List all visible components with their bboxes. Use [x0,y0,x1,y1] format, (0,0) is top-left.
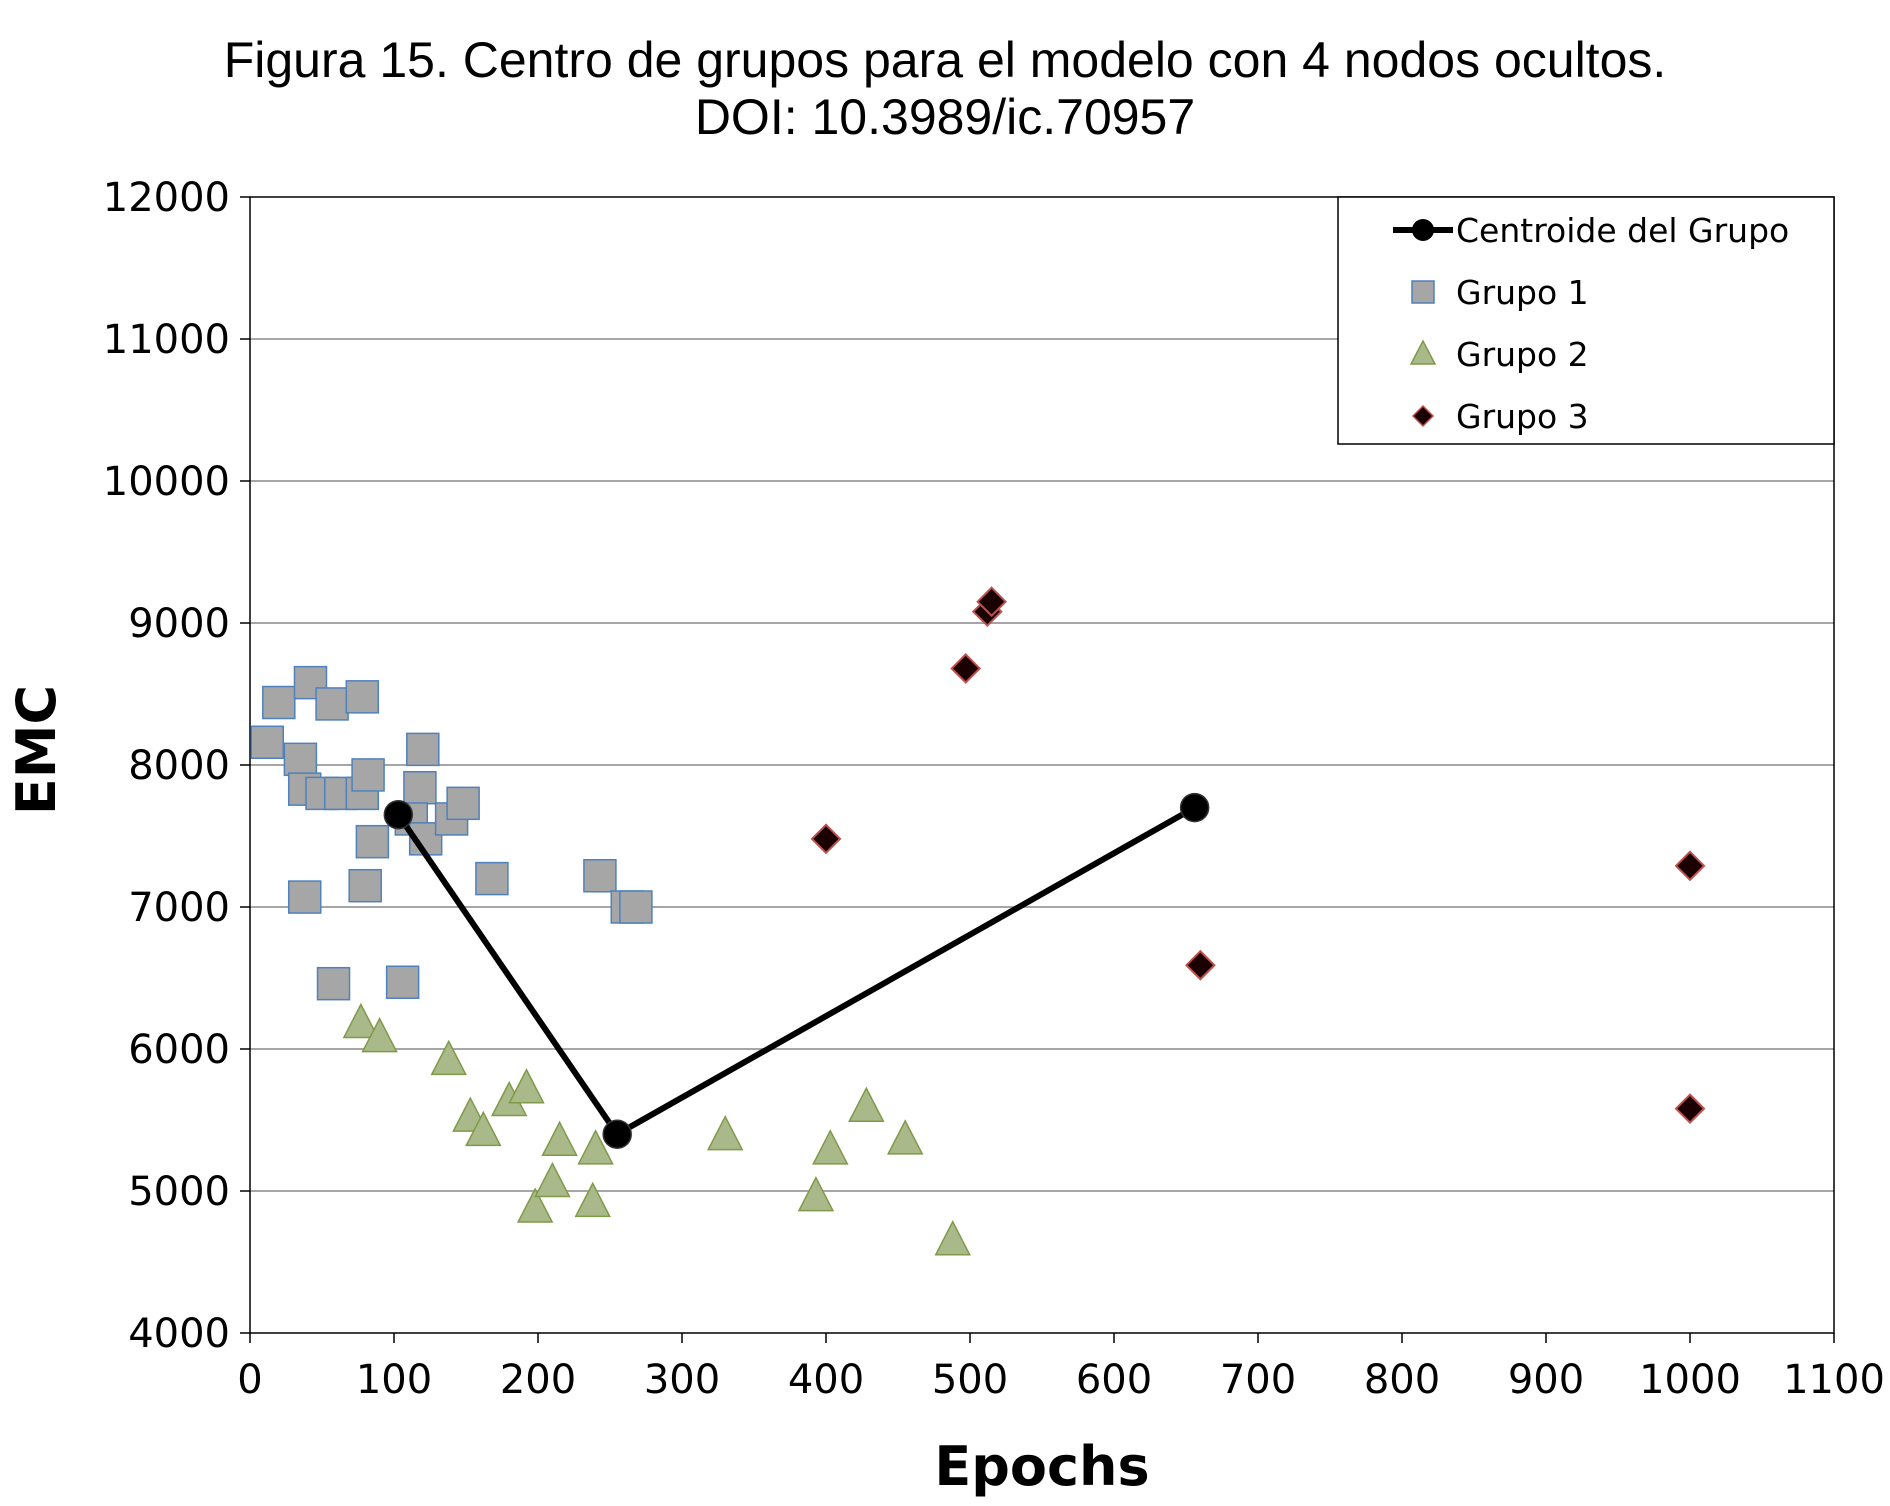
legend-marker-diamond [1411,404,1435,428]
legend-item: Centroide del Grupo [1393,211,1789,250]
centroid-point [383,799,414,830]
legend-item: Grupo 2 [1409,335,1589,374]
centroid-point [602,1119,632,1149]
legend-label: Grupo 1 [1456,273,1589,312]
y-axis-label: EMC [5,685,68,815]
data-point-square [287,880,322,914]
x-tick-label: 100 [356,1357,432,1403]
data-point-triangle [465,1110,502,1147]
data-point-square [583,859,617,893]
legend-marker-square [1411,280,1435,304]
series-0 [383,792,1210,1149]
data-point-triangle [797,1176,835,1212]
y-tick-label: 8000 [128,743,230,789]
data-point-triangle [886,1119,924,1155]
legend: Centroide del Grupo Grupo 1 Grupo 2 Grupo 3 [1337,196,1835,445]
data-point-square [446,786,480,821]
data-point-diamond [976,586,1008,618]
x-tick-label: 1000 [1639,1357,1741,1403]
legend-item: Grupo 3 [1411,397,1589,436]
y-tick-label: 12000 [103,175,230,221]
data-point-square [475,861,509,896]
data-point-square [262,685,296,720]
x-tick-label: 400 [788,1357,864,1403]
y-tick-label: 7000 [128,885,230,931]
data-point-triangle [508,1068,545,1104]
y-tick-label: 9000 [128,601,230,647]
data-point-triangle [577,1129,614,1165]
data-point-square [345,680,380,714]
data-point-triangle [342,1002,380,1039]
data-point-triangle [706,1114,744,1151]
x-tick-label: 800 [1364,1357,1440,1403]
data-point-square [348,868,382,903]
legend-marker-circle [1412,219,1434,241]
y-tick-label: 5000 [128,1169,230,1215]
data-point-triangle [430,1039,467,1076]
legend-label: Centroide del Grupo [1456,211,1789,250]
series-1 [250,665,653,1001]
data-point-triangle [541,1120,578,1157]
data-point-triangle [848,1086,885,1122]
data-point-square [385,965,420,1000]
legend-label: Grupo 2 [1456,335,1589,374]
data-point-triangle [574,1181,611,1218]
data-point-square [406,732,440,767]
legend-marker-triangle [1409,339,1437,365]
title-line-1: Figura 15. Centro de grupos para el mode… [224,32,1667,88]
x-tick-label: 500 [932,1357,1008,1403]
data-point-square [355,824,390,859]
series-2 [342,1002,971,1256]
data-point-diamond [1674,1093,1706,1125]
x-axis-label: Epochs [934,1435,1149,1498]
y-tick-label: 4000 [128,1311,230,1357]
data-point-triangle [361,1017,398,1053]
centroid-point [1179,792,1210,823]
x-tick-label: 600 [1076,1357,1152,1403]
data-point-triangle [516,1187,554,1223]
data-point-triangle [812,1129,849,1165]
data-point-square [250,725,285,760]
y-tick-label: 11000 [103,317,230,363]
data-point-diamond [1184,949,1216,981]
chart-title: Figura 15. Centro de grupos para el mode… [224,32,1667,145]
x-tick-label: 300 [644,1357,720,1403]
x-tick-label: 0 [237,1357,262,1403]
title-line-2: DOI: 10.3989/ic.70957 [695,89,1195,145]
legend-item: Grupo 1 [1411,273,1589,312]
y-tick-label: 6000 [128,1027,230,1073]
data-point-square [351,758,385,792]
data-point-diamond [810,823,842,855]
x-tick-label: 700 [1220,1357,1296,1403]
grid-lines [250,338,1834,1192]
data-point-diamond [950,653,982,684]
y-axis-ticks: 4000 5000 6000 7000 8000 9000 10000 11000 12000 [103,175,250,1357]
data-point-square [283,742,318,777]
data-point-triangle [934,1220,971,1256]
data-point-square [403,770,437,805]
x-axis-ticks: 0 100 200 300 400 500 600 700 800 900 1000 1100 [237,1333,1885,1403]
data-point-square [315,687,349,721]
x-tick-label: 1100 [1783,1357,1885,1403]
x-tick-label: 900 [1508,1357,1584,1403]
series-3 [810,586,1706,1125]
data-series [250,586,1706,1256]
data-point-square [316,966,351,1001]
data-point-triangle [534,1161,571,1198]
legend-label: Grupo 3 [1456,397,1589,436]
data-point-diamond [1674,850,1706,882]
y-tick-label: 10000 [103,459,230,505]
data-point-square [619,890,653,924]
x-tick-label: 200 [500,1357,576,1403]
